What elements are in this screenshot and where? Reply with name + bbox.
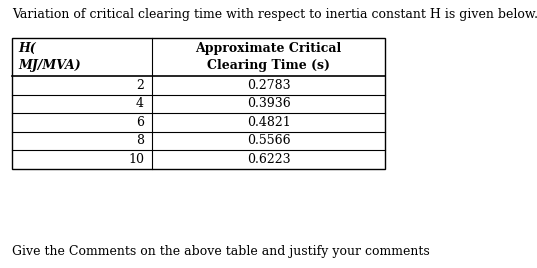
- Text: 0.3936: 0.3936: [246, 97, 291, 110]
- Text: MJ/MVA): MJ/MVA): [18, 59, 81, 72]
- Text: 0.4821: 0.4821: [246, 116, 291, 129]
- Text: 0.5566: 0.5566: [246, 134, 291, 147]
- Text: 0.2783: 0.2783: [246, 79, 291, 92]
- Text: Give the Comments on the above table and justify your comments: Give the Comments on the above table and…: [12, 245, 430, 258]
- Text: Variation of critical clearing time with respect to inertia constant H is given : Variation of critical clearing time with…: [12, 8, 537, 21]
- Bar: [12, 38, 385, 169]
- Text: 0.6223: 0.6223: [246, 153, 291, 166]
- Text: 8: 8: [136, 134, 144, 147]
- Text: Approximate Critical: Approximate Critical: [195, 42, 342, 55]
- Text: 6: 6: [136, 116, 144, 129]
- Text: Clearing Time (s): Clearing Time (s): [207, 59, 330, 72]
- Text: H(: H(: [18, 42, 35, 55]
- Text: 4: 4: [136, 97, 144, 110]
- Text: 10: 10: [128, 153, 144, 166]
- Text: 2: 2: [136, 79, 144, 92]
